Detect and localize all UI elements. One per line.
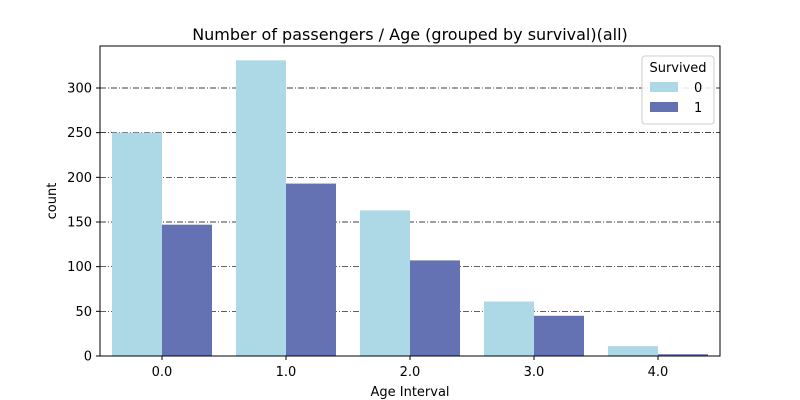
bar-2.0-series-1	[410, 260, 460, 356]
y-tick-label: 0	[84, 350, 92, 365]
chart-title: Number of passengers / Age (grouped by s…	[192, 25, 628, 44]
x-tick-label: 0.0	[152, 365, 173, 380]
bar-4.0-series-1	[658, 354, 708, 356]
y-axis: 0 50 100 150 200 250 300	[67, 81, 100, 365]
x-tick-label: 3.0	[524, 365, 545, 380]
bar-3.0-series-1	[534, 315, 584, 356]
y-tick-label: 300	[67, 81, 92, 96]
legend: Survived 0 1	[641, 55, 715, 125]
legend-title: Survived	[649, 61, 706, 76]
y-tick-label: 150	[67, 215, 92, 230]
y-tick-label: 250	[67, 126, 92, 141]
bar-2.0-series-0	[360, 210, 410, 356]
bar-4.0-series-0	[608, 346, 658, 356]
legend-label-0: 0	[694, 81, 702, 96]
y-tick-label: 50	[75, 305, 92, 320]
bar-1.0-series-0	[236, 60, 286, 357]
bar-3.0-series-0	[484, 301, 534, 356]
legend-swatch-1	[650, 102, 678, 112]
legend-label-1: 1	[694, 101, 702, 116]
y-tick-label: 200	[67, 171, 92, 186]
y-tick-label: 100	[67, 260, 92, 275]
x-tick-label: 2.0	[400, 365, 421, 380]
y-axis-label: count	[45, 183, 60, 220]
legend-swatch-0	[650, 82, 678, 92]
bars	[112, 60, 708, 357]
x-axis: 0.0 1.0 2.0 3.0 4.0	[152, 356, 669, 380]
x-tick-label: 1.0	[276, 365, 297, 380]
x-axis-label: Age Interval	[370, 385, 449, 400]
bar-0.0-series-1	[162, 224, 212, 356]
x-tick-label: 4.0	[648, 365, 669, 380]
bar-1.0-series-1	[286, 183, 336, 356]
bar-0.0-series-0	[112, 132, 162, 356]
